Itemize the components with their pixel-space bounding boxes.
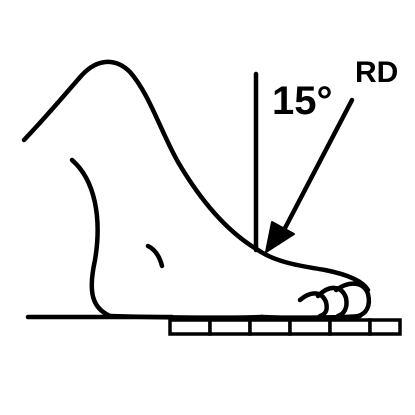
beam-arrowhead bbox=[265, 221, 295, 253]
toe-1 bbox=[297, 291, 329, 319]
toe-2 bbox=[315, 285, 349, 319]
plate-segment bbox=[368, 318, 402, 336]
detector-plate-icon bbox=[168, 318, 402, 336]
plate-segment bbox=[208, 318, 252, 336]
beam-line bbox=[281, 97, 355, 233]
central-beam-arrow-icon bbox=[265, 97, 355, 253]
toe-3 bbox=[333, 281, 372, 319]
projection-label: RD bbox=[355, 56, 398, 89]
foot-heel-outline bbox=[69, 157, 113, 319]
plate-segment bbox=[288, 318, 332, 336]
plate-segment bbox=[168, 318, 212, 336]
foot-dorsal-outline bbox=[21, 59, 371, 293]
toe-sole-join bbox=[259, 313, 363, 320]
plate-segment bbox=[328, 318, 372, 336]
angle-label: 15° bbox=[272, 79, 333, 123]
ankle-mark bbox=[145, 243, 165, 269]
plate-segment bbox=[248, 318, 292, 336]
